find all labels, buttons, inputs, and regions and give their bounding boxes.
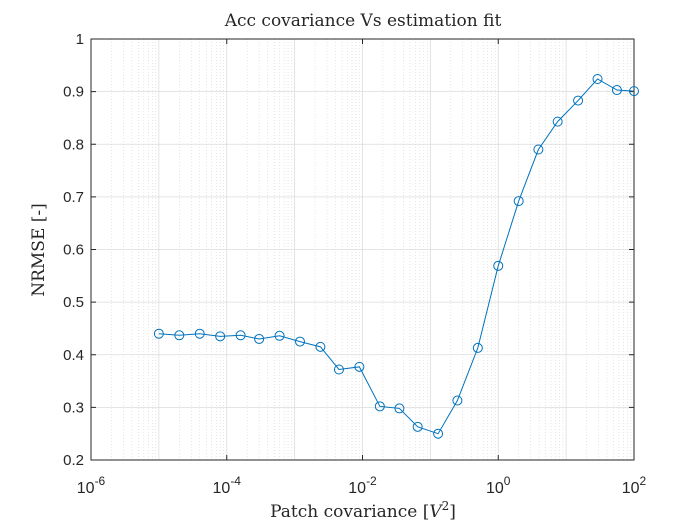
data-point-marker <box>354 361 365 372</box>
x-tick-label-base: 10 <box>77 480 95 497</box>
data-point-marker <box>235 330 246 341</box>
data-point-marker <box>573 95 584 106</box>
x-axis-label-bracket-close: ] <box>449 502 456 522</box>
data-point-marker <box>629 86 639 97</box>
x-tick-label-exponent: -4 <box>230 474 241 488</box>
y-tick-label: 0.3 <box>63 399 84 416</box>
y-tick-label: 0.2 <box>63 452 84 469</box>
data-point-marker <box>472 342 483 353</box>
x-tick-label: 102 <box>622 474 647 497</box>
data-series <box>153 73 639 439</box>
y-tick-label: 0.6 <box>63 242 84 259</box>
data-point-marker <box>493 260 504 271</box>
x-axis-label-variable: V <box>429 502 443 522</box>
data-point-marker <box>374 401 385 412</box>
data-point-marker <box>592 73 603 84</box>
y-tick-label: 0.5 <box>63 294 84 311</box>
data-point-marker <box>452 395 463 406</box>
data-point-marker <box>533 144 544 155</box>
data-point-marker <box>153 328 164 339</box>
data-point-marker <box>194 328 205 339</box>
data-point-marker <box>433 428 444 439</box>
data-point-marker <box>294 336 305 347</box>
x-tick-label-base: 10 <box>486 480 504 497</box>
x-tick-labels: 10-6 10-4 10-2 100 102 <box>77 474 647 497</box>
data-point-marker <box>333 364 344 375</box>
y-tick-label: 0.9 <box>63 84 84 101</box>
x-tick-label: 10-2 <box>348 474 377 497</box>
data-point-marker <box>513 196 524 207</box>
y-tick-label: 1 <box>76 31 84 48</box>
y-tick-label: 0.8 <box>63 136 84 153</box>
y-axis-label: NRMSE [-] <box>29 203 49 297</box>
y-tick-labels: 0.2 0.3 0.4 0.5 0.6 0.7 0.8 0.9 1 <box>63 31 84 469</box>
x-axis-label-bracket-open: [ <box>423 502 430 522</box>
data-point-marker <box>552 116 563 127</box>
x-tick-label-base: 10 <box>622 480 640 497</box>
data-point-marker <box>315 341 326 352</box>
x-tick-label-exponent: -6 <box>95 474 106 488</box>
chart-title: Acc covariance Vs estimation fit <box>224 11 502 31</box>
data-point-marker <box>174 330 185 341</box>
x-tick-label-base: 10 <box>213 480 231 497</box>
x-axis-label: Patch covariance [V2] <box>270 499 456 522</box>
data-point-marker <box>611 85 622 96</box>
data-point-marker <box>274 330 285 341</box>
data-point-marker <box>412 421 423 432</box>
y-tick-label: 0.4 <box>63 347 84 364</box>
axis-ticks <box>90 38 635 461</box>
x-axis-label-exponent: 2 <box>442 499 450 513</box>
x-tick-label-exponent: -2 <box>366 474 377 488</box>
x-tick-label: 10-4 <box>213 474 242 497</box>
x-tick-label-exponent: 0 <box>504 474 511 488</box>
x-tick-label: 10-6 <box>77 474 106 497</box>
data-point-marker <box>394 403 405 414</box>
series-line <box>158 78 635 435</box>
x-tick-label-exponent: 2 <box>640 474 647 488</box>
data-point-marker <box>254 333 265 344</box>
major-grid <box>91 39 634 460</box>
x-axis-label-prefix: Patch covariance <box>270 502 423 522</box>
y-tick-label: 0.7 <box>63 189 84 206</box>
x-tick-label-base: 10 <box>348 480 366 497</box>
data-point-marker <box>215 331 226 342</box>
x-tick-label: 100 <box>486 474 511 497</box>
